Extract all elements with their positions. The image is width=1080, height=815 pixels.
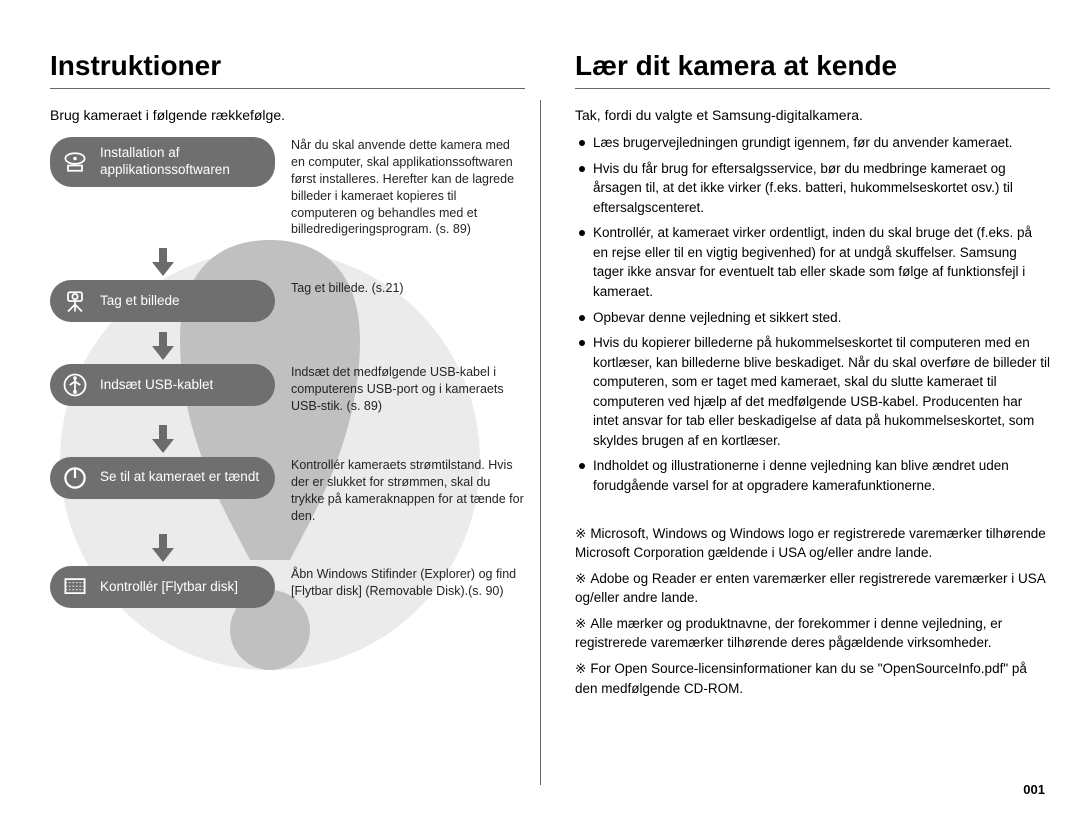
step-pill-install: Installation af applikationssoftwaren: [50, 137, 275, 187]
disc-install-icon: [60, 147, 90, 177]
arrow-row: [50, 244, 525, 280]
reference-mark-icon: ※: [575, 571, 586, 586]
list-item: Indholdet og illustrationerne i denne ve…: [575, 456, 1050, 495]
list-item: ※Microsoft, Windows og Windows logo er r…: [575, 524, 1050, 563]
arrow-down-icon: [152, 534, 174, 562]
page-number: 001: [1023, 782, 1045, 797]
steps-wrap: Installation af applikationssoftwaren Nå…: [50, 137, 525, 608]
list-item: ※Alle mærker og produktnavne, der foreko…: [575, 614, 1050, 653]
note-text: Alle mærker og produktnavne, der forekom…: [575, 616, 1002, 651]
step-desc: Indsæt det medfølgende USB-kabel i compu…: [275, 364, 525, 415]
step-pill-usb: Indsæt USB-kablet: [50, 364, 275, 406]
step-label: Kontrollér [Flytbar disk]: [100, 579, 238, 596]
arrow-row: [50, 530, 525, 566]
list-item: ※Adobe og Reader er enten varemærker ell…: [575, 569, 1050, 608]
right-heading: Lær dit kamera at kende: [575, 50, 1050, 82]
list-item: Opbevar denne vejledning et sikkert sted…: [575, 308, 1050, 328]
note-text: For Open Source-licensinformationer kan …: [575, 661, 1027, 696]
reference-mark-icon: ※: [575, 661, 586, 676]
step-row: Se til at kameraet er tændt Kontrollér k…: [50, 457, 525, 525]
step-pill-shoot: Tag et billede: [50, 280, 275, 322]
step-label: Installation af applikationssoftwaren: [100, 145, 263, 179]
reference-mark-icon: ※: [575, 526, 586, 541]
arrow-row: [50, 421, 525, 457]
note-text: Microsoft, Windows og Windows logo er re…: [575, 526, 1046, 561]
arrow-down-icon: [152, 332, 174, 360]
list-item: ※For Open Source-licensinformationer kan…: [575, 659, 1050, 698]
step-pill-disk: Kontrollér [Flytbar disk]: [50, 566, 275, 608]
list-item: Læs brugervejledningen grundigt igennem,…: [575, 133, 1050, 153]
step-label: Tag et billede: [100, 293, 180, 310]
right-column: Lær dit kamera at kende Tak, fordi du va…: [550, 50, 1050, 795]
page-root: Instruktioner Brug kameraet i følgende r…: [0, 0, 1080, 815]
right-underline: [575, 88, 1050, 89]
note-text: Adobe og Reader er enten varemærker elle…: [575, 571, 1045, 606]
list-item: Hvis du får brug for eftersalgsservice, …: [575, 159, 1050, 218]
bullet-list: Læs brugervejledningen grundigt igennem,…: [575, 133, 1050, 496]
left-column: Instruktioner Brug kameraet i følgende r…: [50, 50, 550, 795]
step-row: Installation af applikationssoftwaren Nå…: [50, 137, 525, 238]
arrow-down-icon: [152, 425, 174, 453]
arrow-row: [50, 328, 525, 364]
step-row: Kontrollér [Flytbar disk] Åbn Windows St…: [50, 566, 525, 608]
power-icon: [60, 463, 90, 493]
usb-connect-icon: [60, 370, 90, 400]
reference-mark-icon: ※: [575, 616, 586, 631]
step-label: Indsæt USB-kablet: [100, 377, 213, 394]
spacer: [575, 502, 1050, 524]
step-desc: Når du skal anvende dette kamera med en …: [275, 137, 525, 238]
removable-disk-icon: [60, 572, 90, 602]
step-desc: Tag et billede. (s.21): [275, 280, 525, 297]
left-underline: [50, 88, 525, 89]
step-row: Tag et billede Tag et billede. (s.21): [50, 280, 525, 322]
trademark-notes: ※Microsoft, Windows og Windows logo er r…: [575, 524, 1050, 699]
step-desc: Kontrollér kameraets strømtilstand. Hvis…: [275, 457, 525, 525]
list-item: Kontrollér, at kameraet virker ordentlig…: [575, 223, 1050, 301]
left-heading: Instruktioner: [50, 50, 525, 82]
camera-tripod-icon: [60, 286, 90, 316]
arrow-down-icon: [152, 248, 174, 276]
list-item: Hvis du kopierer billederne på hukommels…: [575, 333, 1050, 450]
step-pill-power: Se til at kameraet er tændt: [50, 457, 275, 499]
step-desc: Åbn Windows Stifinder (Explorer) og find…: [275, 566, 525, 600]
step-label: Se til at kameraet er tændt: [100, 469, 259, 486]
step-row: Indsæt USB-kablet Indsæt det medfølgende…: [50, 364, 525, 415]
left-intro: Brug kameraet i følgende rækkefølge.: [50, 107, 525, 123]
right-intro: Tak, fordi du valgte et Samsung-digitalk…: [575, 107, 1050, 123]
